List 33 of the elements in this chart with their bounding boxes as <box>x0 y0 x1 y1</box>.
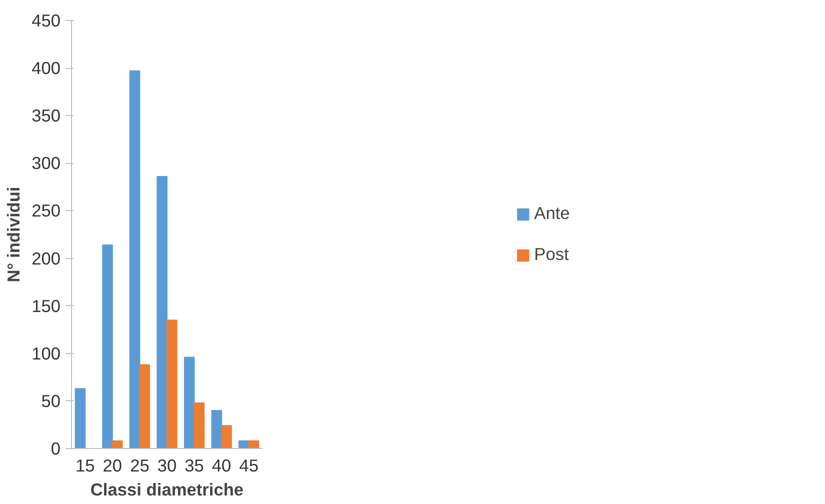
y-tick-label: 300 <box>32 153 61 174</box>
y-tick-label: 200 <box>32 248 61 268</box>
y-tick-label: 400 <box>32 58 61 78</box>
bar <box>184 356 195 448</box>
bar <box>248 440 260 448</box>
x-tick-label: 40 <box>212 456 232 476</box>
bar <box>139 364 150 448</box>
x-tick-label: 30 <box>157 456 177 476</box>
bar <box>194 402 205 448</box>
bar <box>102 244 113 448</box>
bar <box>156 176 168 448</box>
y-tick-label: 250 <box>32 200 61 221</box>
y-tick-label: 450 <box>32 10 61 30</box>
x-tick-label: 35 <box>184 456 204 476</box>
y-axis-title: N° individui <box>4 186 24 282</box>
bar <box>211 410 222 448</box>
bar <box>166 320 178 448</box>
bar <box>74 388 86 448</box>
y-tick-label: 50 <box>41 390 61 411</box>
bar <box>221 425 232 448</box>
bar <box>129 70 140 448</box>
legend-label: Ante <box>534 203 570 224</box>
x-tick-label: 25 <box>130 456 150 476</box>
x-tick-label: 15 <box>76 456 95 476</box>
x-tick-label: 45 <box>239 456 258 476</box>
y-tick-label: 150 <box>32 296 61 316</box>
bar <box>112 440 123 448</box>
y-tick-label: 0 <box>50 438 61 458</box>
x-axis-title: Classi diametriche <box>90 480 244 500</box>
x-tick-label: 20 <box>102 456 122 476</box>
y-tick-label: 350 <box>32 106 61 126</box>
legend-label: Post <box>534 244 569 265</box>
y-tick-label: 100 <box>32 343 61 364</box>
